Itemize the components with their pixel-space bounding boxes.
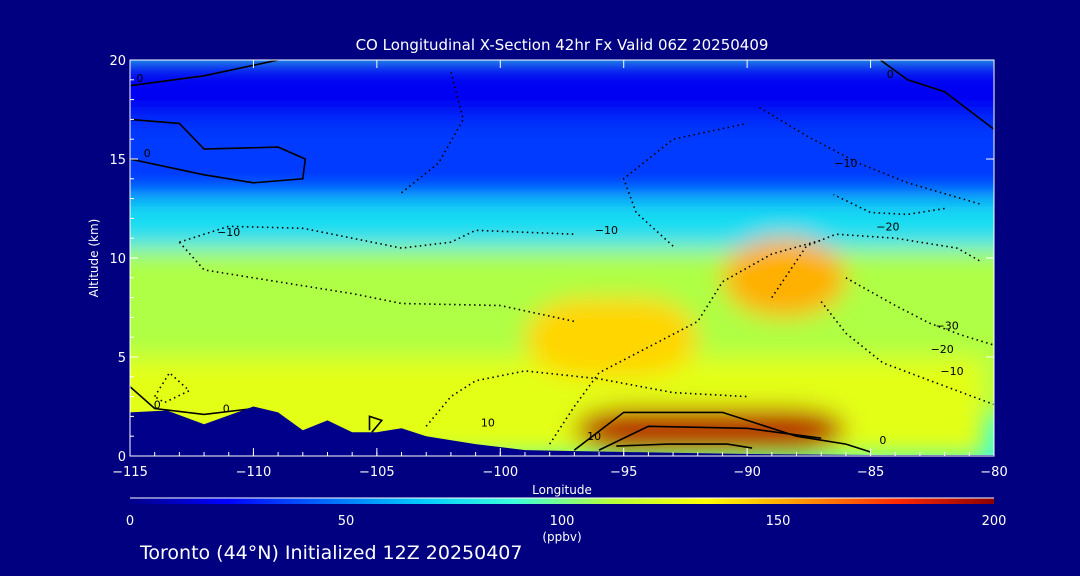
co-field	[130, 60, 994, 456]
contour-label: 10	[587, 430, 601, 443]
field-region-orange-plume-2	[722, 238, 846, 318]
y-tick-label: 15	[109, 153, 126, 168]
contour-line-solid	[368, 415, 384, 433]
contour-label: −10	[217, 226, 240, 239]
colorbar-tick-label: 200	[982, 514, 1007, 529]
x-tick-label: −100	[482, 465, 518, 480]
contour-label: −10	[595, 224, 618, 237]
contour-label: −10	[834, 157, 857, 170]
contour-line-solid	[598, 425, 822, 451]
y-tick-label: 10	[109, 252, 126, 267]
contour-label: 0	[879, 434, 886, 447]
contour-line-solid	[616, 443, 753, 449]
contour-line-dotted	[154, 371, 191, 404]
contour-line-solid	[130, 386, 254, 416]
x-tick-label: −115	[112, 465, 148, 480]
contour-line-dotted	[178, 241, 575, 323]
x-tick-label: −90	[733, 465, 760, 480]
contour-line-dotted	[622, 122, 748, 247]
y-tick-label: 20	[109, 54, 126, 69]
y-tick-label: 5	[118, 351, 126, 366]
contour-label: −30	[935, 319, 958, 332]
x-tick-label: −95	[610, 465, 637, 480]
colorbar	[130, 498, 994, 504]
y-axis: 0 5 10 15 20	[109, 54, 994, 465]
contour-label: 10	[481, 416, 495, 429]
colorbar-tick-label: 150	[766, 514, 791, 529]
contour-line-solid	[573, 411, 871, 453]
contour-line-solid	[879, 60, 994, 130]
contour-label: −10	[940, 365, 963, 378]
contour-label: −20	[876, 220, 899, 233]
contour-label: 0	[136, 72, 143, 85]
field-region-cyan-band	[130, 198, 994, 249]
contour-line-dotted	[833, 193, 945, 216]
x-tick-label: −80	[980, 465, 1007, 480]
contour-line-solid	[130, 118, 307, 184]
contour-labels: 0 0 0 −10 −10 −10 −20 −30 −20 −10 0 0 10 10 0	[136, 68, 963, 447]
x-tick-label: −85	[857, 465, 884, 480]
field-region-upper-blue	[130, 119, 994, 199]
plot-area: 0 0 0 −10 −10 −10 −20 −30 −20 −10 0 0 10 10 0	[130, 60, 994, 456]
colorbar-tick-label: 50	[338, 514, 355, 529]
contour-line-dotted	[771, 233, 983, 299]
contour-label: 0	[223, 402, 230, 415]
x-tick-label: −110	[236, 465, 272, 480]
y-tick-label: 0	[118, 450, 126, 465]
contour-label: 0	[144, 147, 151, 160]
field-region-stratosphere	[130, 60, 994, 120]
contour-label: 0	[154, 399, 161, 412]
colorbar-tick-label: 0	[126, 514, 134, 529]
field-region-orange-plume-1	[524, 297, 698, 377]
footer-caption: Toronto (44°N) Initialized 12Z 20250407	[140, 542, 523, 564]
field-region-red-surface-plume	[574, 408, 846, 451]
x-axis-label: Longitude	[532, 483, 592, 497]
x-axis: −115 −110 −105 −100 −95 −90 −85 −80	[112, 60, 1008, 480]
contour-label: −20	[931, 343, 954, 356]
chart-title: CO Longitudinal X-Section 42hr Fx Valid …	[356, 36, 769, 54]
terrain	[130, 406, 994, 456]
contour-line-dotted	[179, 225, 575, 249]
contour-line-dotted	[549, 239, 822, 445]
contour-label: 0	[887, 68, 894, 81]
colorbar-unit: (ppbv)	[542, 530, 581, 544]
x-tick-label: −105	[359, 465, 395, 480]
colorbar-ticks: 0 50 100 150 200	[126, 514, 1007, 529]
y-axis-label: Altitude (km)	[87, 219, 101, 298]
contour-line-dotted	[845, 277, 994, 346]
colorbar-tick-label: 100	[550, 514, 575, 529]
